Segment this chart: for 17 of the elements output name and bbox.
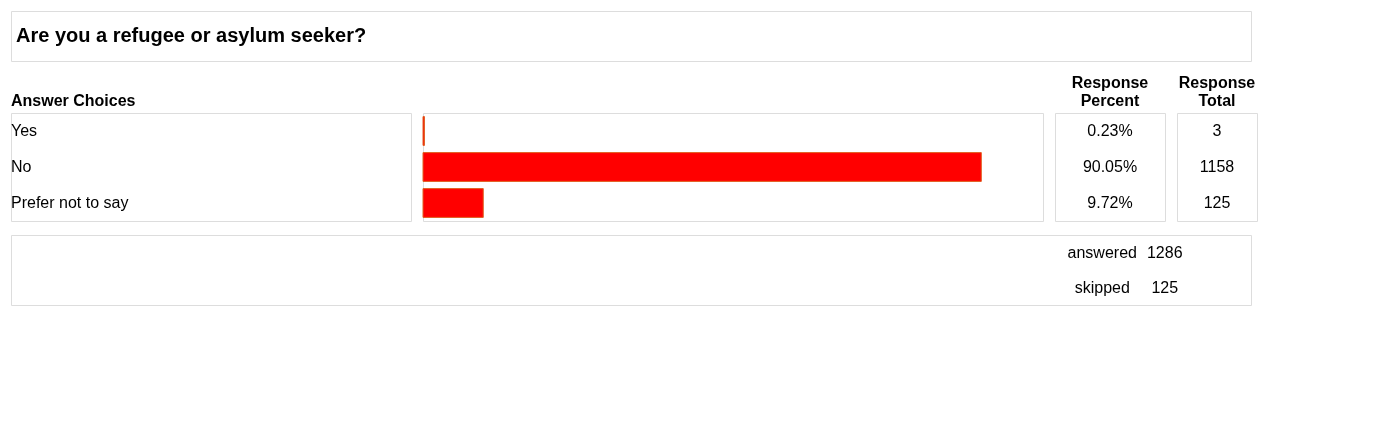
text: 125 bbox=[1151, 278, 1179, 296]
text: Response Percent bbox=[1071, 74, 1149, 109]
text: 125 bbox=[1203, 194, 1231, 211]
text: Are you a refugee or asylum seeker? bbox=[16, 24, 367, 46]
y-tick-label: No bbox=[11, 158, 32, 175]
data-label: 9.72% bbox=[1087, 194, 1133, 211]
text: Answer Choices bbox=[11, 92, 136, 109]
text: Response Total bbox=[1178, 74, 1256, 109]
y-tick-label: Prefer not to say bbox=[11, 194, 129, 211]
y-tick-label: Yes bbox=[11, 122, 38, 139]
text: answered bbox=[1067, 243, 1137, 261]
data-label: 0.23% bbox=[1087, 122, 1133, 139]
text: 3 bbox=[1212, 122, 1222, 139]
text: skipped bbox=[1074, 278, 1130, 296]
data-label: 90.05% bbox=[1082, 158, 1138, 175]
text: 1158 bbox=[1199, 158, 1235, 175]
text: 1286 bbox=[1146, 243, 1183, 261]
